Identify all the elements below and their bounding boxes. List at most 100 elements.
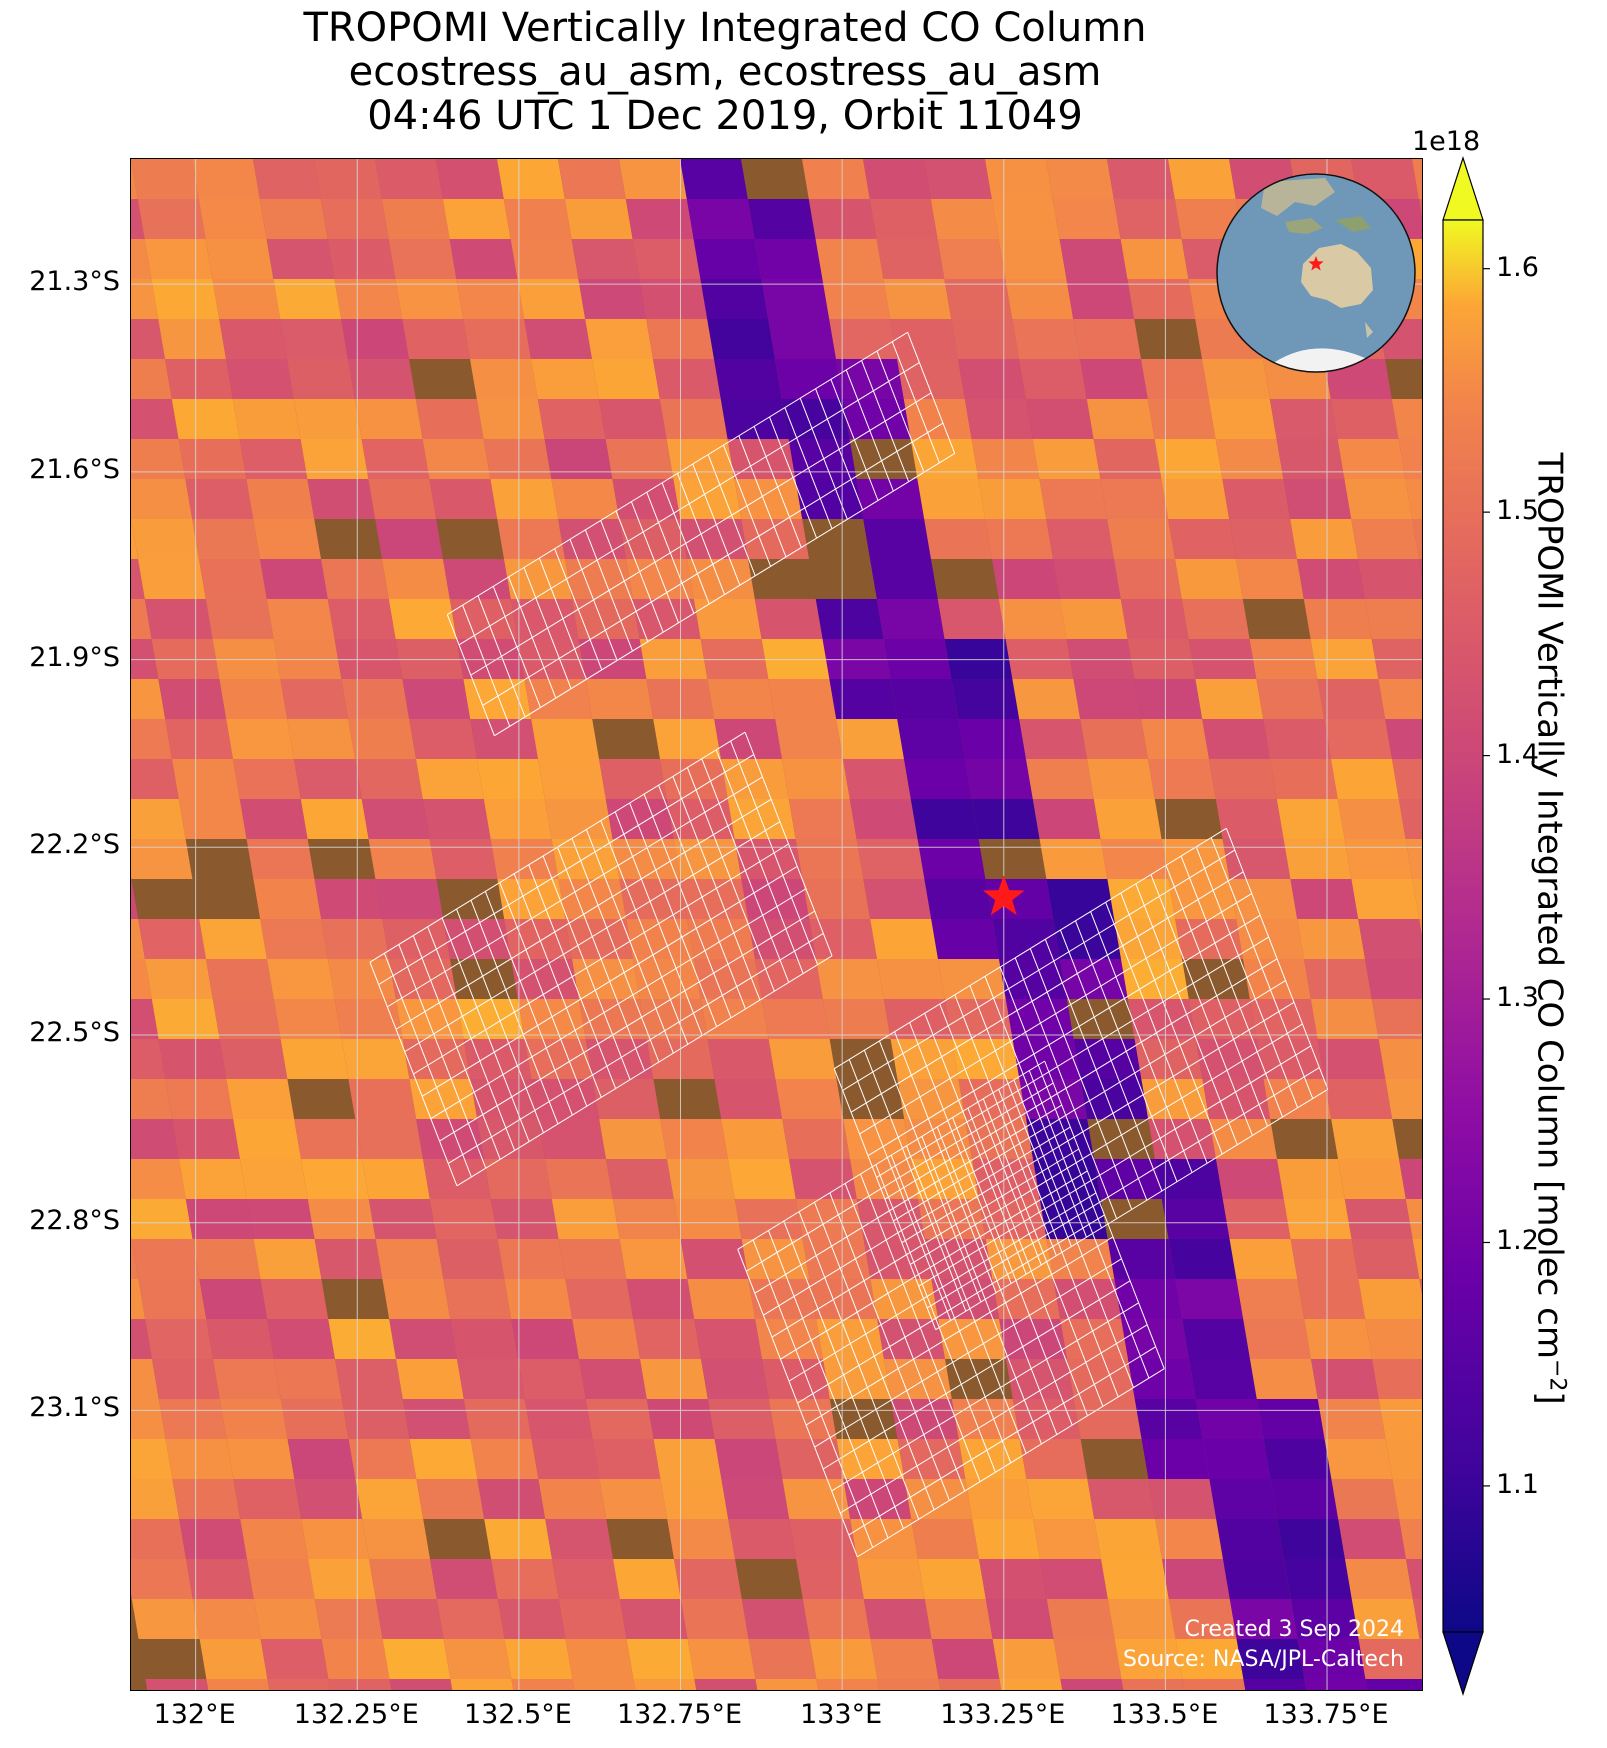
co-pixel	[179, 1159, 247, 1199]
co-pixel	[199, 1639, 268, 1679]
co-pixel	[307, 1199, 376, 1239]
co-pixel	[1304, 1319, 1372, 1359]
co-pixel	[1019, 719, 1087, 759]
co-pixel	[145, 1679, 209, 1690]
co-pixel	[626, 1279, 695, 1319]
co-pixel	[1209, 759, 1277, 799]
co-pixel	[1175, 919, 1243, 959]
co-pixel	[741, 1599, 810, 1639]
co-column-map[interactable]	[131, 159, 1423, 1691]
co-pixel	[294, 1479, 363, 1519]
co-pixel	[131, 359, 172, 399]
co-pixel	[870, 1639, 939, 1679]
co-pixel	[1066, 279, 1135, 319]
co-pixel	[476, 399, 545, 439]
co-pixel	[762, 1359, 830, 1399]
co-pixel	[1398, 439, 1422, 479]
co-pixel	[1378, 679, 1422, 719]
co-pixel	[626, 919, 694, 959]
co-pixel	[531, 1439, 600, 1479]
co-pixel	[592, 1079, 661, 1119]
co-pixel	[809, 919, 877, 959]
co-pixel	[253, 879, 322, 919]
co-pixel	[131, 1119, 179, 1159]
co-pixel	[1100, 479, 1169, 519]
co-pixel	[1222, 839, 1291, 879]
co-pixel	[362, 1159, 430, 1199]
co-pixel	[992, 559, 1060, 599]
co-pixel	[382, 919, 450, 959]
co-pixel	[1155, 1519, 1223, 1559]
co-pixel	[1283, 1199, 1352, 1239]
co-pixel	[198, 199, 267, 239]
title-line-1: TROPOMI Vertically Integrated CO Column	[303, 5, 1147, 51]
co-pixel	[822, 279, 891, 319]
co-pixel	[1053, 1279, 1122, 1319]
co-pixel	[1182, 1679, 1246, 1690]
new-guinea-landmass	[1335, 216, 1371, 232]
co-pixel	[1344, 839, 1413, 879]
new-zealand-landmass	[1365, 322, 1373, 338]
co-pixel	[1310, 999, 1379, 1039]
co-pixel	[328, 1679, 392, 1690]
co-pixel	[314, 159, 382, 199]
co-pixel	[1412, 159, 1422, 199]
co-pixel	[775, 1079, 844, 1119]
co-pixel	[382, 559, 450, 599]
co-pixel	[619, 519, 687, 559]
co-pixel	[422, 799, 491, 839]
co-pixel	[918, 1559, 986, 1599]
co-pixel	[266, 239, 335, 279]
co-pixel	[1052, 199, 1121, 239]
co-pixel	[1080, 359, 1148, 399]
co-pixel	[1141, 1079, 1210, 1119]
co-pixel	[131, 1319, 152, 1359]
co-pixel	[863, 879, 932, 919]
co-pixel	[605, 439, 674, 479]
co-pixel	[145, 959, 213, 999]
co-pixel	[212, 279, 281, 319]
co-pixel	[172, 1119, 240, 1159]
co-pixel	[930, 199, 999, 239]
co-pixel	[1114, 1279, 1183, 1319]
co-pixel	[1073, 319, 1141, 359]
co-pixel	[579, 1359, 647, 1399]
co-pixel	[239, 439, 308, 479]
co-pixel	[497, 1599, 566, 1639]
co-pixel	[660, 1479, 729, 1519]
co-pixel	[653, 719, 721, 759]
globe-outline	[1216, 173, 1416, 373]
map-panel[interactable]: Created 3 Sep 2024 Source: NASA/JPL-Calt…	[130, 158, 1423, 1691]
co-pixel	[267, 1319, 335, 1359]
co-pixel	[477, 1119, 545, 1159]
co-pixel	[822, 639, 891, 679]
co-pixel	[1310, 639, 1379, 679]
colorbar-tick-label: 1.2	[1496, 1225, 1539, 1257]
colorbar-tick-label: 1.5	[1496, 495, 1539, 527]
co-pixel	[1189, 1359, 1257, 1399]
co-pixel	[429, 1199, 498, 1239]
co-pixel	[206, 1679, 270, 1690]
co-pixel	[775, 719, 843, 759]
co-pixel	[538, 1119, 606, 1159]
co-pixel	[144, 599, 213, 639]
co-pixel	[1351, 1599, 1420, 1639]
co-pixel	[707, 1039, 776, 1079]
co-pixel	[1351, 1239, 1420, 1279]
co-pixel	[131, 999, 159, 1039]
co-pixel	[985, 519, 1053, 559]
co-pixel	[179, 1519, 247, 1559]
co-pixel	[510, 599, 579, 639]
co-pixel	[375, 1239, 444, 1279]
co-pixel	[233, 1119, 301, 1159]
co-pixel	[219, 319, 287, 359]
co-pixel	[131, 799, 186, 839]
target-grid-patch	[737, 1060, 1165, 1558]
co-pixel	[625, 199, 694, 239]
co-pixel	[361, 439, 430, 479]
colorbar-tick-label: 1.4	[1496, 738, 1539, 770]
co-pixel	[165, 1079, 234, 1119]
co-pixel	[1005, 279, 1074, 319]
co-pixel	[849, 799, 918, 839]
co-pixel	[131, 719, 172, 759]
